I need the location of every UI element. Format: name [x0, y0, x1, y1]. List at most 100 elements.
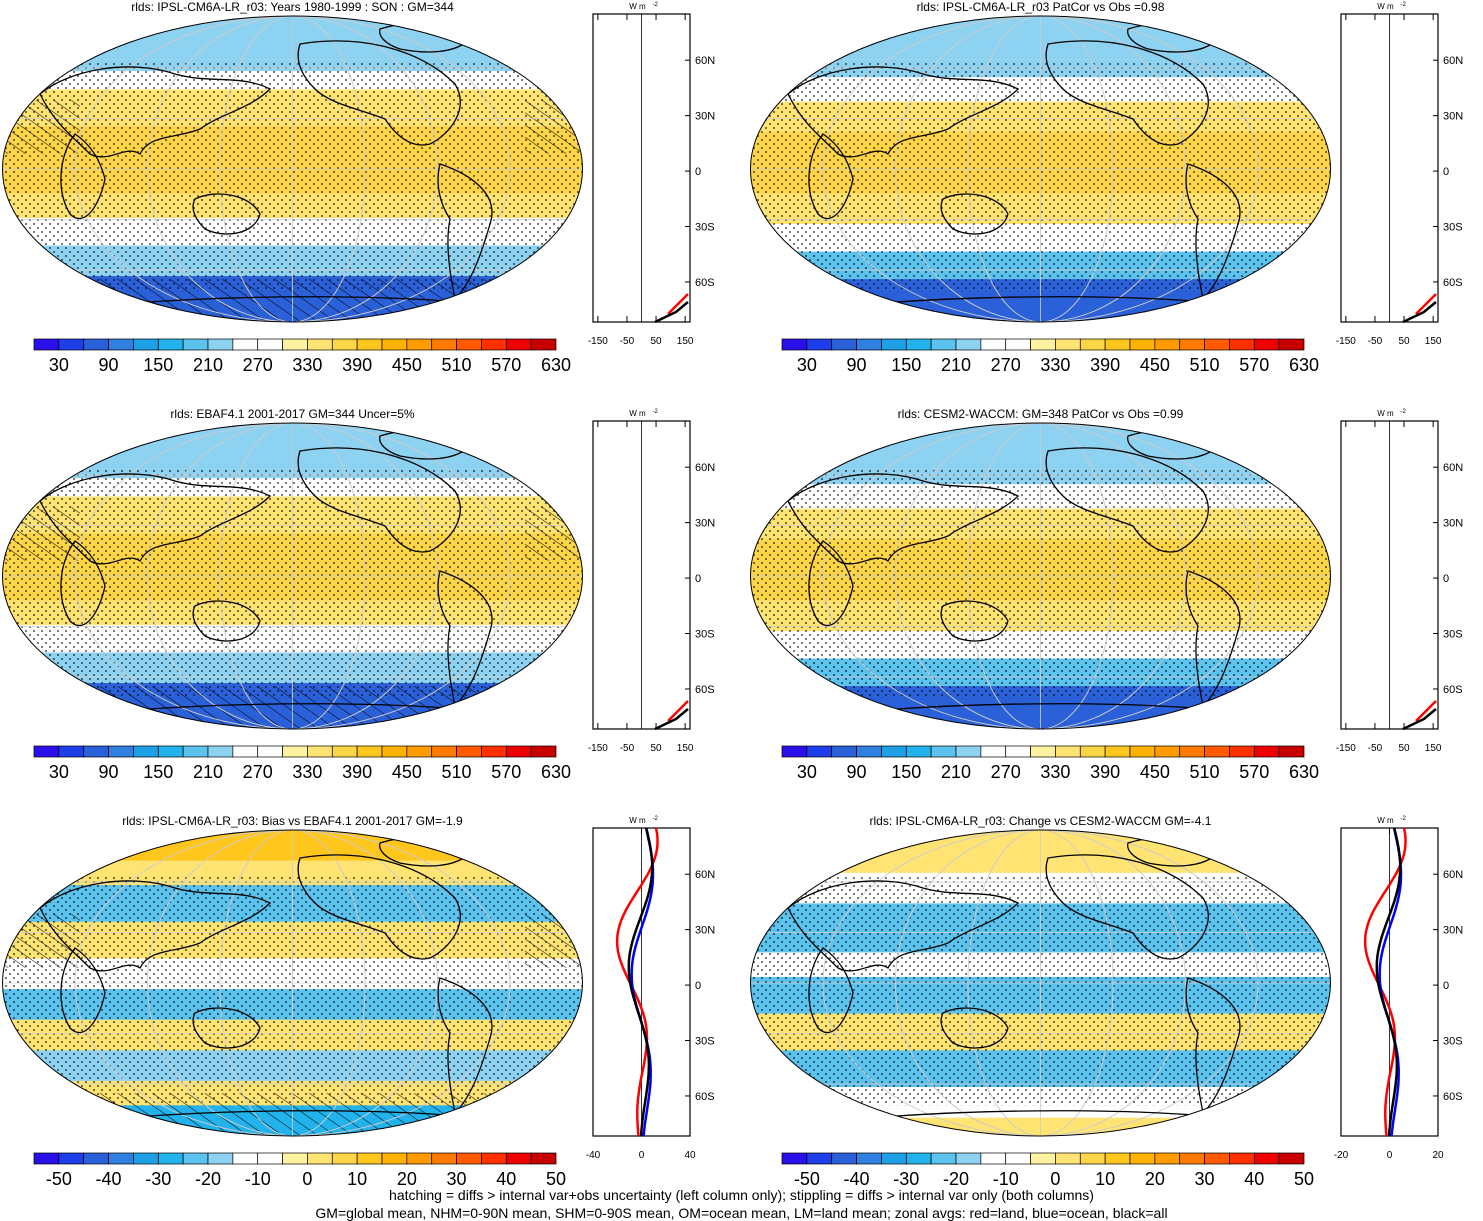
x-tick-label: 150: [1425, 336, 1442, 347]
colorbar-swatch: [108, 745, 134, 758]
coastline: [940, 193, 1009, 235]
colorbar-swatch: [530, 338, 557, 351]
coastline: [60, 540, 106, 627]
colorbar-label: 20: [396, 1169, 417, 1189]
coastline: [192, 193, 261, 235]
colorbar-swatch: [83, 745, 109, 758]
units-exponent: -2: [653, 409, 659, 415]
colorbar-swatch: [1229, 1152, 1255, 1165]
colorbar-swatch: [905, 745, 932, 758]
colorbar-labels: -50 -40 -30 -20 -10 0 10 20 30 40 50: [781, 1169, 1314, 1191]
colorbar-swatch: [1179, 338, 1205, 351]
colorbar-swatch: [456, 1152, 482, 1165]
colorbar-label: -40: [95, 1169, 122, 1189]
zonal-line-land: [667, 293, 689, 315]
colorbar-swatch: [431, 338, 457, 351]
lat-label: 60S: [1443, 1091, 1463, 1103]
lat-label: 0: [695, 166, 701, 178]
colorbar-swatch: [356, 338, 383, 351]
zonal-line-all: [1402, 708, 1437, 731]
lat-label: 30N: [1443, 111, 1463, 123]
lat-label: 30N: [1443, 925, 1463, 937]
colorbar-swatch: [505, 1152, 532, 1165]
colorbar-labels: 30 90 150 210 270 330 390 450 510 570 630: [33, 355, 571, 377]
colorbar: [781, 745, 1305, 758]
colorbar-label: 390: [1090, 355, 1121, 375]
coastline: [192, 600, 261, 642]
colorbar-swatch: [980, 338, 1007, 351]
colorbar-label: 330: [292, 762, 323, 782]
coastline: [60, 947, 106, 1034]
colorbar-label: 450: [391, 355, 422, 375]
panel-title: rlds: IPSL-CM6A-LR_r03: Change vs CESM2-…: [869, 814, 1212, 828]
colorbar-label: 50: [1293, 1169, 1315, 1189]
colorbar-swatch: [83, 1152, 109, 1165]
graticule: [750, 16, 1331, 322]
colorbar-label: -30: [893, 1169, 920, 1189]
x-tick-label: 40: [684, 1150, 696, 1161]
units-label: W m: [1377, 2, 1394, 11]
colorbar-label: 630: [540, 355, 572, 375]
zonal-average-plot: W m -2 60N 30N 0 30S 60S -20 0 20: [1334, 816, 1463, 1161]
zonal-line-land: [667, 700, 689, 722]
units-label: W m: [1377, 816, 1394, 825]
colorbar-label: 210: [940, 355, 972, 375]
lat-label: 60S: [1443, 684, 1463, 696]
colorbar-label: -40: [843, 1169, 870, 1189]
colorbar-swatch: [431, 745, 457, 758]
colorbar-swatch: [406, 745, 433, 758]
colorbar-swatch: [381, 745, 408, 758]
coastline: [1045, 40, 1209, 146]
coastline: [787, 880, 1020, 972]
colorbar-swatch: [282, 1152, 308, 1165]
colorbar-swatch: [881, 1152, 907, 1165]
colorbar-swatch: [1055, 338, 1081, 351]
colorbar-label: 90: [98, 355, 119, 375]
colorbar-label: 30: [796, 355, 817, 375]
colorbar-label: 30: [48, 762, 69, 782]
panel-model-climatology: rlds: IPSL-CM6A-LR_r03: Years 1980-1999 …: [0, 0, 740, 400]
colorbar-swatch: [530, 745, 557, 758]
colorbar-swatch: [207, 338, 234, 351]
colorbar-swatch: [1104, 1152, 1131, 1165]
colorbar-swatch: [980, 1152, 1007, 1165]
colorbar-label: 390: [342, 355, 373, 375]
colorbar-swatch: [1154, 338, 1181, 351]
colorbar-label: 510: [1189, 355, 1220, 375]
x-tick-label: 20: [1432, 1150, 1444, 1161]
colorbar-swatch: [282, 338, 308, 351]
x-tick-label: 0: [1387, 1150, 1393, 1161]
coastline: [808, 540, 854, 627]
colorbar-swatch: [232, 745, 259, 758]
colorbar-swatch: [856, 1152, 882, 1165]
colorbar-label: 30: [446, 1169, 467, 1189]
colorbar-label: 150: [143, 762, 174, 782]
colorbar-labels: 30 90 150 210 270 330 390 450 510 570 630: [781, 355, 1319, 377]
colorbar-label: -10: [992, 1169, 1019, 1189]
colorbar-swatch: [83, 338, 109, 351]
colorbar-swatch: [1079, 1152, 1106, 1165]
colorbar-label: 90: [846, 355, 867, 375]
lat-label: 0: [1443, 980, 1449, 992]
units-exponent: -2: [653, 2, 659, 8]
x-tick-label: 150: [1425, 743, 1442, 754]
colorbar-swatch: [1079, 745, 1106, 758]
panel-title: rlds: IPSL-CM6A-LR_r03: Bias vs EBAF4.1 …: [122, 814, 463, 828]
colorbar-swatch: [356, 745, 383, 758]
zonal-line-all: [654, 708, 689, 731]
x-tick-label: -50: [1368, 336, 1383, 347]
colorbar-swatch: [1229, 338, 1255, 351]
colorbar-label: 270: [242, 355, 273, 375]
colorbar-label: 450: [1139, 762, 1170, 782]
colorbar-label: 270: [990, 355, 1021, 375]
colorbar-swatch: [881, 745, 907, 758]
colorbar-swatch: [456, 338, 482, 351]
colorbar-swatch: [157, 338, 184, 351]
hatching: [525, 100, 583, 154]
colorbar-swatch: [1253, 1152, 1280, 1165]
colorbar-swatch: [182, 1152, 209, 1165]
lat-label: 30S: [695, 222, 715, 234]
colorbar-swatch: [257, 745, 283, 758]
x-tick-label: -50: [620, 336, 635, 347]
colorbar-label: 50: [545, 1169, 567, 1189]
